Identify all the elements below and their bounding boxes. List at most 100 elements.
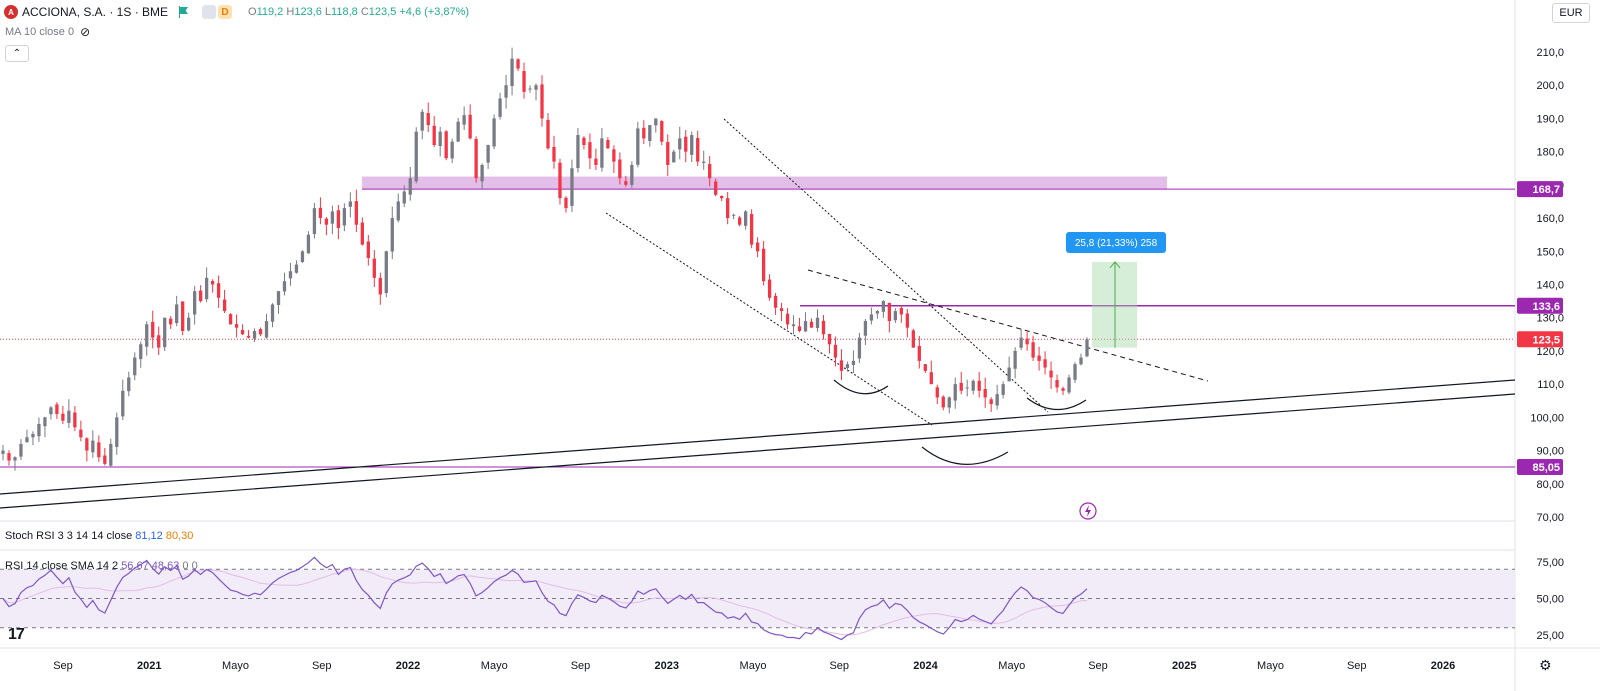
candle-body bbox=[13, 457, 17, 461]
head-arc[interactable] bbox=[921, 446, 1009, 465]
candle-body bbox=[767, 279, 772, 298]
price-tick-label: 120,0 bbox=[1536, 346, 1564, 358]
candle-body bbox=[821, 320, 826, 335]
time-tick-label: Mayo bbox=[481, 660, 508, 672]
candle-body bbox=[97, 442, 101, 458]
candle-body bbox=[324, 218, 329, 225]
candle-body bbox=[234, 324, 239, 328]
price-tag-box[interactable] bbox=[1517, 331, 1563, 348]
candle-body bbox=[67, 410, 71, 423]
delayed-badge[interactable]: D bbox=[218, 5, 233, 19]
candle-body bbox=[923, 364, 927, 371]
candle-body bbox=[1031, 342, 1035, 358]
candle-body bbox=[276, 291, 281, 305]
candle-body bbox=[552, 146, 556, 162]
candle-body bbox=[857, 337, 862, 359]
descending-channel-upper[interactable] bbox=[723, 118, 1049, 413]
candle-body bbox=[534, 85, 538, 90]
collapse-legend-button[interactable]: ⌃ bbox=[5, 45, 29, 62]
candle-body bbox=[157, 335, 161, 348]
candle-body bbox=[540, 84, 544, 119]
price-tag-label: 168,7 bbox=[1532, 184, 1560, 196]
chevron-up-icon: ⌃ bbox=[12, 48, 22, 59]
price-tick-label: 90,00 bbox=[1536, 446, 1564, 458]
candle-body bbox=[971, 380, 975, 391]
channel-lower-line[interactable] bbox=[0, 393, 1516, 509]
candle-body bbox=[660, 121, 664, 142]
candle-body bbox=[582, 137, 586, 145]
resistance-zone[interactable] bbox=[362, 176, 1167, 190]
ma-legend[interactable]: MA 10 close 0 ⊘ bbox=[5, 25, 90, 39]
candle-body bbox=[929, 372, 933, 385]
candle-body bbox=[1037, 355, 1041, 361]
candle-body bbox=[977, 380, 981, 391]
right-shoulder-arc[interactable] bbox=[1026, 397, 1087, 411]
time-tick-label: 2022 bbox=[396, 660, 420, 672]
lightning-glyph bbox=[1085, 505, 1091, 517]
candle-body bbox=[995, 394, 999, 406]
candle-body bbox=[576, 135, 580, 169]
candle-body bbox=[546, 119, 550, 149]
candle-body bbox=[456, 121, 460, 142]
candle-body bbox=[163, 317, 167, 348]
price-tag-label: 123,5 bbox=[1532, 334, 1560, 346]
candle-body bbox=[690, 135, 694, 155]
candle-body bbox=[803, 321, 808, 332]
time-tick-label: Mayo bbox=[998, 660, 1025, 672]
channel-upper-line[interactable] bbox=[0, 379, 1516, 495]
candle-body bbox=[720, 195, 724, 199]
ohlc-high-key: H bbox=[286, 6, 295, 18]
stoch-rsi-legend[interactable]: Stoch RSI 3 3 14 14 close 81,12 80,30 bbox=[5, 530, 193, 542]
candle-body bbox=[408, 178, 412, 195]
candle-body bbox=[498, 98, 502, 117]
rsi-sma-value: 48,63 bbox=[151, 560, 180, 572]
candle-body bbox=[378, 277, 382, 295]
candle-body bbox=[947, 397, 951, 408]
candle-body bbox=[258, 329, 263, 335]
descending-channel-lower[interactable] bbox=[605, 212, 933, 426]
candle-body bbox=[737, 217, 742, 225]
candle-body bbox=[869, 314, 874, 321]
candle-body bbox=[432, 125, 436, 145]
candle-body bbox=[863, 321, 868, 336]
currency-button[interactable]: EUR bbox=[1552, 3, 1590, 23]
candle-body bbox=[815, 317, 820, 329]
candle-body bbox=[708, 163, 712, 179]
candle-body bbox=[504, 85, 508, 98]
tradingview-logo[interactable]: 17 bbox=[8, 626, 25, 643]
symbol-title[interactable]: ACCIONA, S.A. · 1S · BME bbox=[22, 5, 169, 19]
candle-body bbox=[25, 437, 29, 443]
candle-body bbox=[755, 242, 760, 252]
candle-body bbox=[1079, 357, 1083, 365]
candle-body bbox=[600, 138, 604, 168]
candle-body bbox=[222, 299, 227, 312]
time-tick-label: Mayo bbox=[222, 660, 249, 672]
candle-body bbox=[342, 208, 347, 226]
candle-body bbox=[103, 455, 107, 464]
price-tag-box[interactable] bbox=[1517, 297, 1563, 314]
ohlc-close-key: C bbox=[360, 6, 369, 18]
gear-icon[interactable]: ⚙ bbox=[1539, 657, 1552, 673]
eye-hidden-icon[interactable]: ⊘ bbox=[80, 25, 91, 39]
candle-body bbox=[648, 125, 652, 142]
candle-body bbox=[714, 181, 718, 195]
candle-body bbox=[73, 412, 77, 428]
descending-trendline[interactable] bbox=[807, 269, 1209, 382]
rsi-legend[interactable]: RSI 14 close SMA 14 2 56,67 48,63 0 0 bbox=[5, 560, 198, 572]
candle-body bbox=[618, 159, 622, 179]
candle-body bbox=[7, 453, 11, 461]
price-tick-label: 130,0 bbox=[1536, 313, 1564, 325]
candle-body bbox=[953, 384, 957, 401]
price-tag-box[interactable] bbox=[1517, 181, 1563, 198]
candle-body bbox=[809, 321, 814, 328]
rsi-line[interactable] bbox=[2, 556, 1088, 641]
flag-icon[interactable] bbox=[178, 6, 190, 18]
candle-body bbox=[1001, 384, 1005, 395]
measure-label-box[interactable] bbox=[1066, 232, 1166, 253]
price-tag-box[interactable] bbox=[1517, 459, 1563, 476]
candle-body bbox=[264, 321, 269, 338]
candle-body bbox=[474, 138, 478, 179]
left-shoulder-arc[interactable] bbox=[833, 379, 889, 395]
